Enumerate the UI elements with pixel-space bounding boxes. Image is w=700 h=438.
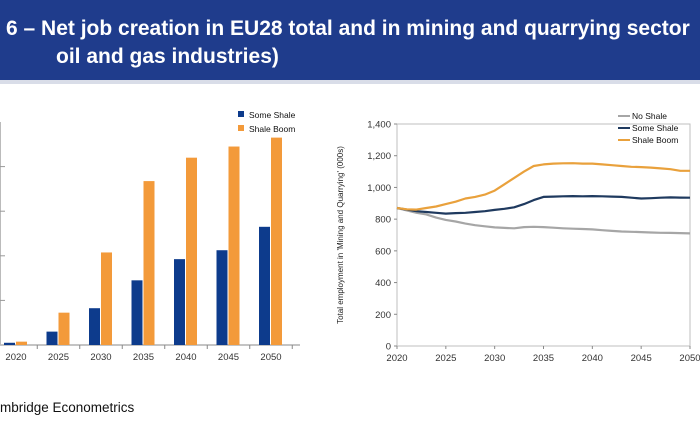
line-x-tick-label: 2025 [435, 353, 456, 364]
legend-label: Some Shale [632, 123, 679, 133]
series-line-no-shale [396, 206, 691, 235]
line-x-tick-label: 2040 [582, 353, 603, 364]
line-x-tick-label: 2050 [679, 353, 700, 364]
bar-some-shale [174, 259, 185, 345]
legend-swatch [238, 125, 244, 131]
chart-title-line-1: 6 – Net job creation in EU28 total and i… [6, 17, 690, 40]
bar-some-shale [131, 280, 143, 345]
title-banner: 6 – Net job creation in EU28 total and i… [0, 0, 700, 80]
legend-label: Shale Boom [632, 135, 678, 145]
bar-x-tick-label: 2020 [5, 352, 26, 363]
bar-shale-boom [101, 252, 112, 345]
bar-x-tick-label: 2050 [260, 352, 281, 363]
line-x-tick-label: 2020 [386, 353, 407, 364]
bar-x-tick-label: 2045 [218, 352, 239, 363]
line-chart: 0 200 400 600 800 1,000 1,200 1,400 2020 2025 2030… [336, 111, 700, 364]
bar-shale-boom [58, 312, 70, 345]
series-line-some-shale [396, 194, 691, 215]
bar-shale-boom [271, 137, 282, 345]
bar-shale-boom [143, 181, 155, 345]
line-y-tick-label: 1,000 [367, 183, 391, 194]
line-y-tick-label: 800 [375, 215, 391, 226]
line-plot-frame [396, 123, 691, 347]
bar-x-tick-label: 2035 [133, 352, 154, 363]
line-y-tick-label: 0 [386, 342, 391, 353]
line-y-axis-label: Total employment in 'Mining and Quarryin… [336, 146, 345, 324]
line-x-tick-label: 2035 [533, 353, 554, 364]
bar-some-shale [216, 250, 228, 345]
banner-divider [0, 80, 700, 84]
line-y-tick-label: 1,200 [367, 151, 391, 162]
chart-title-line-2: oil and gas industries) [56, 45, 279, 68]
bar-x-tick-label: 2025 [48, 352, 69, 363]
line-x-tick-label: 2045 [631, 353, 652, 364]
source-note: mbridge Econometrics [0, 400, 135, 415]
bar-some-shale [4, 342, 15, 345]
bar-chart: 2020 2025 2030 2035 2040 2045 2050 Some Shale Sh… [0, 110, 300, 363]
line-y-tick-label: 600 [375, 246, 391, 257]
bar-shale-boom [186, 157, 197, 345]
line-y-tick-label: 400 [375, 278, 391, 289]
legend-label: Shale Boom [249, 124, 295, 134]
line-y-tick-label: 1,400 [367, 120, 391, 131]
legend-swatch [238, 111, 244, 117]
line-y-tick-label: 200 [375, 310, 391, 321]
bar-some-shale [46, 331, 58, 345]
legend-label: No Shale [632, 111, 667, 121]
bar-some-shale [259, 226, 270, 345]
series-line-shale-boom [396, 162, 690, 211]
bar-shale-boom [16, 341, 27, 345]
bar-x-tick-label: 2030 [90, 352, 111, 363]
legend-label: Some Shale [249, 110, 296, 120]
bar-x-tick-label: 2040 [175, 352, 196, 363]
bar-some-shale [89, 308, 100, 345]
line-x-tick-label: 2030 [484, 353, 505, 364]
bar-shale-boom [228, 146, 240, 345]
